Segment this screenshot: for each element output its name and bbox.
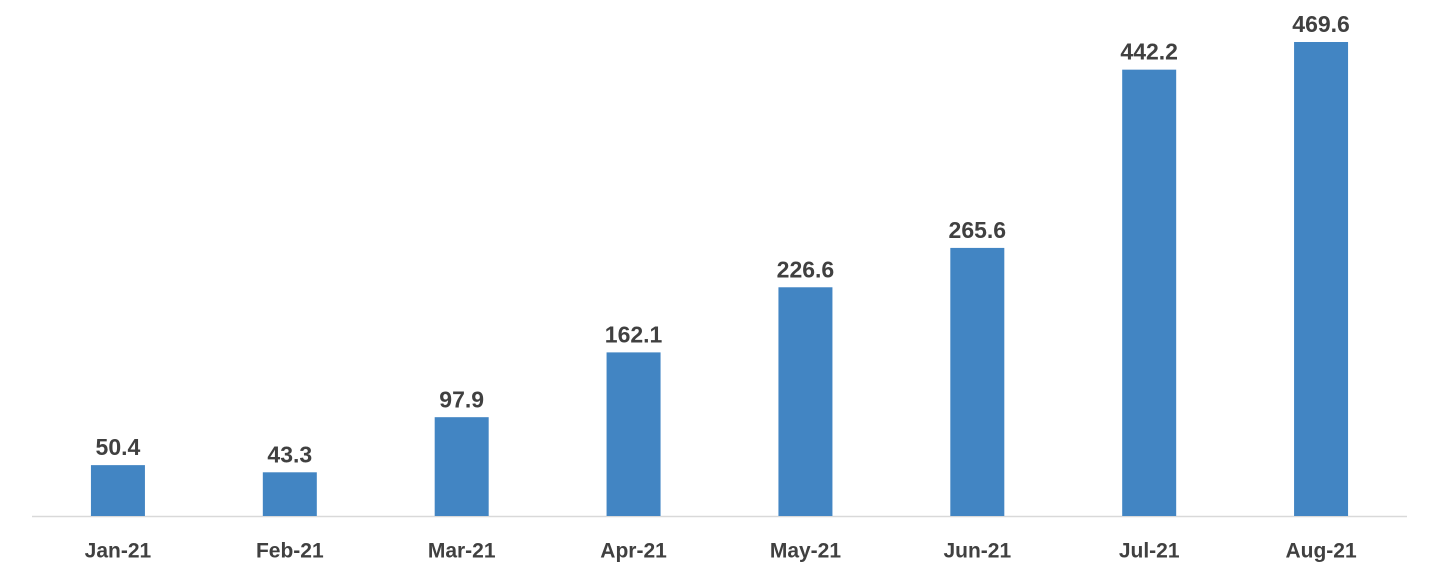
bar xyxy=(606,352,661,516)
x-tick-label: Aug-21 xyxy=(1285,540,1356,563)
x-tick-label: Jul-21 xyxy=(1119,540,1180,563)
x-tick-label: Jan-21 xyxy=(85,540,152,563)
bar xyxy=(778,287,833,516)
data-label: 162.1 xyxy=(605,321,663,347)
x-tick-label: Apr-21 xyxy=(600,540,667,563)
x-tick-label: Feb-21 xyxy=(256,540,324,563)
bar xyxy=(1294,42,1349,516)
bar xyxy=(434,417,489,516)
data-label: 265.6 xyxy=(949,217,1007,243)
x-tick-label: Jun-21 xyxy=(943,540,1011,563)
bar xyxy=(262,472,317,516)
data-label: 97.9 xyxy=(439,386,484,412)
bar xyxy=(950,247,1005,516)
bar xyxy=(1122,69,1177,516)
data-label: 442.2 xyxy=(1120,39,1178,65)
data-label: 226.6 xyxy=(777,256,835,282)
bar xyxy=(90,465,145,516)
data-label: 469.6 xyxy=(1292,11,1350,37)
x-tick-label: May-21 xyxy=(770,540,842,563)
data-label: 43.3 xyxy=(267,441,312,467)
x-tick-label: Mar-21 xyxy=(428,540,496,563)
data-label: 50.4 xyxy=(96,434,141,460)
